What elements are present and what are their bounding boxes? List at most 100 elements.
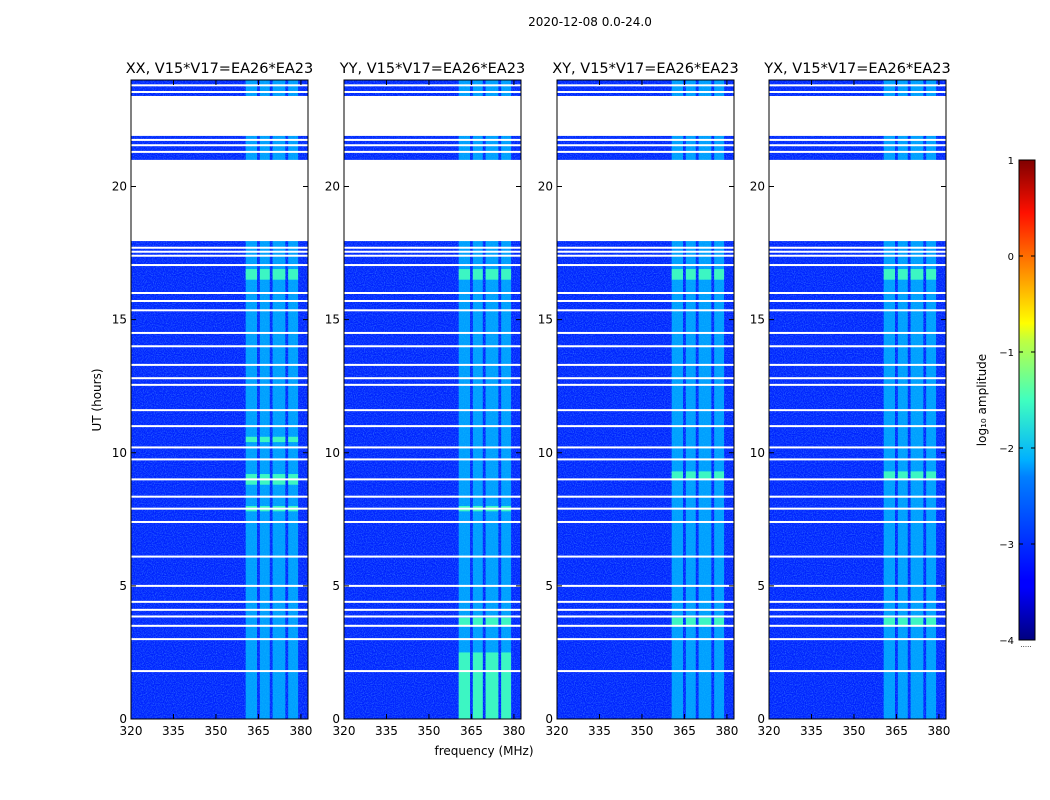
panel-title: YY, V15*V17=EA26*EA23 [339, 61, 525, 77]
flagged-line [557, 624, 734, 627]
flagged-line [344, 495, 521, 498]
flagged-line [131, 615, 308, 618]
rfi-band [897, 80, 908, 719]
flagged-line [344, 250, 521, 253]
flagged-line [344, 377, 521, 380]
colorbar-tick-label: −4 [999, 636, 1014, 647]
rfi-burst [883, 617, 896, 626]
flagged-line [344, 84, 521, 87]
y-tick-label: 0 [545, 712, 553, 726]
x-tick-label: 335 [162, 724, 185, 738]
rfi-burst [910, 617, 924, 626]
flagged-line [557, 458, 734, 461]
flagged-block [344, 159, 521, 242]
flagged-line [769, 84, 946, 87]
panel-frame [556, 79, 735, 720]
panel-frame [130, 79, 309, 720]
rfi-burst [897, 269, 908, 280]
flagged-line [344, 264, 521, 267]
flagged-line [557, 670, 734, 673]
flagged-line [557, 478, 734, 481]
rfi-burst [458, 652, 471, 719]
flagged-line [557, 264, 734, 267]
flagged-line [131, 150, 308, 153]
flagged-line [557, 150, 734, 153]
flagged-line [344, 292, 521, 294]
flagged-line [131, 584, 308, 587]
rfi-band [245, 80, 258, 719]
rfi-burst [501, 617, 512, 626]
flagged-line [557, 383, 734, 386]
flagged-line [769, 478, 946, 481]
flagged-block [557, 95, 734, 136]
rfi-burst [883, 471, 896, 480]
flagged-line [344, 299, 521, 302]
panel-frame [768, 79, 947, 720]
rfi-burst [485, 269, 499, 280]
flagged-line [344, 458, 521, 461]
flagged-line [344, 150, 521, 153]
y-tick-label: 20 [750, 180, 765, 194]
panel-title: YX, V15*V17=EA26*EA23 [763, 61, 950, 77]
rfi-burst [501, 652, 512, 719]
colorbar-tick-label: 1 [1008, 156, 1014, 167]
colorbar: 1 0 −1 −2 −3 −4 log₁₀ amplitude ..... [975, 156, 1036, 649]
y-tick-label: 10 [538, 446, 553, 460]
rfi-band [472, 80, 483, 719]
rfi-band [458, 80, 471, 719]
rfi-burst [671, 269, 684, 280]
flagged-line [131, 345, 308, 348]
panel-2: YY, V15*V17=EA26*EA23 320 335 350 365 380 0 5 10… [325, 61, 526, 738]
flagged-block [131, 95, 308, 136]
flagged-line [769, 138, 946, 141]
flagged-line [344, 638, 521, 641]
x-tick-label: 350 [631, 724, 654, 738]
panel-1: XX, V15*V17=EA26*EA23 320 335 350 365 380 0 5 10… [112, 61, 314, 738]
flagged-line [344, 409, 521, 412]
y-tick-label: 20 [538, 180, 553, 194]
flagged-line [769, 409, 946, 412]
flagged-line [769, 246, 946, 249]
flagged-line [131, 495, 308, 498]
y-tick-label: 5 [119, 579, 127, 593]
flagged-line [769, 299, 946, 302]
flagged-line [557, 425, 734, 428]
flagged-line [131, 363, 308, 366]
y-tick-label: 15 [112, 313, 127, 327]
flagged-line [557, 600, 734, 603]
panel-frame [343, 79, 522, 720]
figure-title: 2020-12-08 0.0-24.0 [528, 15, 652, 29]
rfi-burst [698, 471, 712, 480]
rfi-burst [698, 617, 712, 626]
flagged-line [769, 331, 946, 334]
rfi-burst [926, 471, 937, 480]
rfi-burst [671, 617, 684, 626]
y-tick-label: 20 [325, 180, 340, 194]
flagged-line [557, 608, 734, 611]
flagged-line [769, 309, 946, 312]
flagged-line [557, 409, 734, 412]
rfi-burst [926, 617, 937, 626]
flagged-line [769, 292, 946, 294]
flagged-line [557, 299, 734, 302]
panel-title: XX, V15*V17=EA26*EA23 [126, 61, 314, 77]
x-tick-label: 380 [289, 724, 312, 738]
rfi-burst [714, 269, 725, 280]
flagged-line [769, 670, 946, 673]
flagged-line [557, 638, 734, 641]
flagged-line [769, 90, 946, 93]
flagged-line [131, 409, 308, 412]
flagged-line [131, 383, 308, 386]
rfi-band [714, 80, 725, 719]
y-tick-label: 15 [538, 313, 553, 327]
flagged-line [344, 600, 521, 603]
flagged-block [131, 178, 308, 184]
flagged-line [344, 425, 521, 428]
x-tick-label: 335 [800, 724, 823, 738]
flagged-block [769, 178, 946, 184]
flagged-block [344, 95, 521, 136]
x-tick-label: 320 [333, 724, 356, 738]
y-tick-label: 10 [750, 446, 765, 460]
flagged-line [769, 250, 946, 253]
flagged-line [769, 555, 946, 558]
